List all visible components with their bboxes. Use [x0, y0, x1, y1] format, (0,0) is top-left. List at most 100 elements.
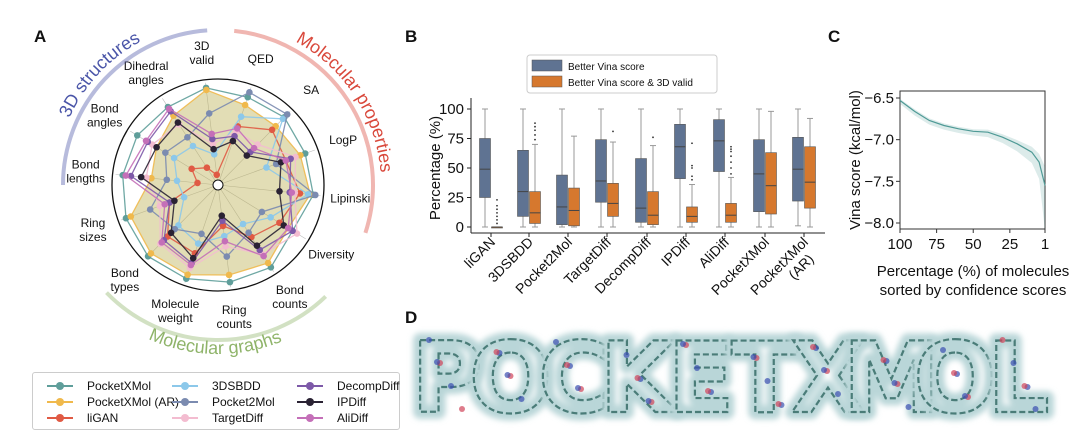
outlier-point: [730, 161, 732, 164]
atom: [999, 337, 1006, 343]
radar-point: [237, 113, 245, 121]
atom: [459, 406, 465, 412]
radar-point: [243, 152, 251, 159]
y-tick-label: 25: [447, 190, 464, 207]
radar-point: [288, 189, 296, 196]
radar-axis-label: Ring sizes: [79, 216, 106, 244]
radar-point: [189, 254, 197, 262]
molecule-surface: L: [987, 322, 1049, 436]
group-arc: [233, 28, 375, 234]
radar-point: [203, 86, 210, 94]
legend-label: AliDiff: [337, 410, 369, 425]
radar-point: [209, 135, 216, 143]
y-axis-label: Vina score (kcal/mol): [847, 90, 864, 230]
atom: [775, 401, 782, 407]
atom: [575, 385, 581, 391]
outlier-point: [730, 145, 732, 148]
legend-item: AliDiff: [297, 410, 368, 425]
radar-axis-label: Bond counts: [272, 283, 307, 311]
molecule-surface: M: [843, 322, 941, 436]
radar-center: [212, 179, 224, 191]
outlier-point: [496, 208, 498, 211]
radar-point: [142, 137, 150, 145]
radar-axis-label-line: Ring: [222, 303, 247, 317]
legend-marker-icon: [47, 381, 73, 390]
radar-axis-label: Bond types: [111, 266, 140, 294]
outlier-point: [730, 155, 732, 158]
radar-point: [268, 126, 276, 134]
atom: [426, 337, 432, 343]
y-tick-label: 75: [447, 131, 464, 148]
x-tick-label-line: AliDiff: [695, 234, 732, 271]
radar-axis-line: [217, 184, 321, 196]
radar-axis-label-line: Bond: [91, 101, 119, 115]
legend-marker-icon: [297, 397, 323, 406]
y-tick-label: −7.0: [864, 132, 894, 149]
radar-legend: PocketXMol PocketXMol (AR) liGAN 3DSBDD Pock…: [32, 372, 400, 430]
molecule-letter-k: KK: [593, 315, 686, 436]
box: [647, 191, 659, 225]
radar-point: [158, 239, 166, 246]
radar-axis-label: Lipinski: [330, 192, 370, 206]
molecule-letter-t: TT: [724, 315, 805, 436]
radar-point: [276, 188, 283, 195]
outlier-point: [534, 129, 536, 132]
legend-item: PocketXMol: [47, 378, 151, 393]
atom: [1021, 383, 1028, 389]
outlier-point: [496, 215, 498, 218]
radar-point: [233, 125, 241, 132]
legend-label: 3DSBDD: [212, 378, 261, 393]
molecule-letter-c: CC: [531, 315, 617, 436]
radar-point: [147, 250, 155, 257]
molecule-letter-o: OO: [462, 315, 559, 436]
molecule-bonds: L: [987, 322, 1049, 436]
radar-point: [223, 253, 231, 260]
x-tick-label: AliDiff: [695, 234, 732, 271]
atom: [623, 352, 630, 358]
atom: [504, 372, 511, 378]
radar-point: [304, 190, 312, 198]
plot-frame: [899, 90, 1046, 230]
box: [804, 146, 816, 209]
outlier-point: [730, 148, 732, 151]
atom: [634, 375, 641, 381]
outlier-point: [691, 178, 693, 181]
radar-point: [222, 243, 229, 250]
atom: [810, 344, 816, 350]
radar-point: [283, 111, 291, 118]
box: [713, 119, 725, 172]
outlier-point: [496, 204, 498, 207]
panel-a-label: A: [34, 27, 47, 46]
molecule-bonds: T: [731, 322, 798, 436]
legend-item: liGAN: [47, 410, 118, 425]
legend-label: Pocket2Mol: [212, 394, 275, 409]
radar-point: [221, 237, 229, 245]
outlier-point: [691, 164, 693, 167]
box: [686, 206, 698, 223]
radar-point: [264, 259, 272, 267]
box: [674, 124, 686, 179]
radar-point: [213, 171, 221, 179]
molecule-surface: T: [731, 322, 798, 436]
radar-point: [148, 174, 155, 182]
radar-axis-label: Diversity: [308, 248, 354, 262]
atom: [750, 354, 757, 360]
radar-point: [282, 157, 290, 164]
legend-item: PocketXMol (AR): [47, 394, 179, 409]
atom: [680, 341, 686, 347]
atom: [940, 347, 946, 353]
legend-marker-icon: [172, 381, 198, 390]
outlier-point: [534, 138, 536, 141]
legend-swatch: [531, 75, 563, 88]
radar-point: [171, 197, 178, 205]
radar-point: [161, 200, 169, 208]
radar-axis-label: Molecule weight: [151, 297, 199, 325]
legend-marker-icon: [172, 397, 198, 406]
legend-label: Better Vina score & 3D valid: [568, 78, 693, 89]
vina-line: [899, 100, 1046, 186]
atom: [1032, 406, 1039, 412]
atom: [1010, 360, 1017, 366]
legend-label: TargetDiff: [212, 410, 264, 425]
